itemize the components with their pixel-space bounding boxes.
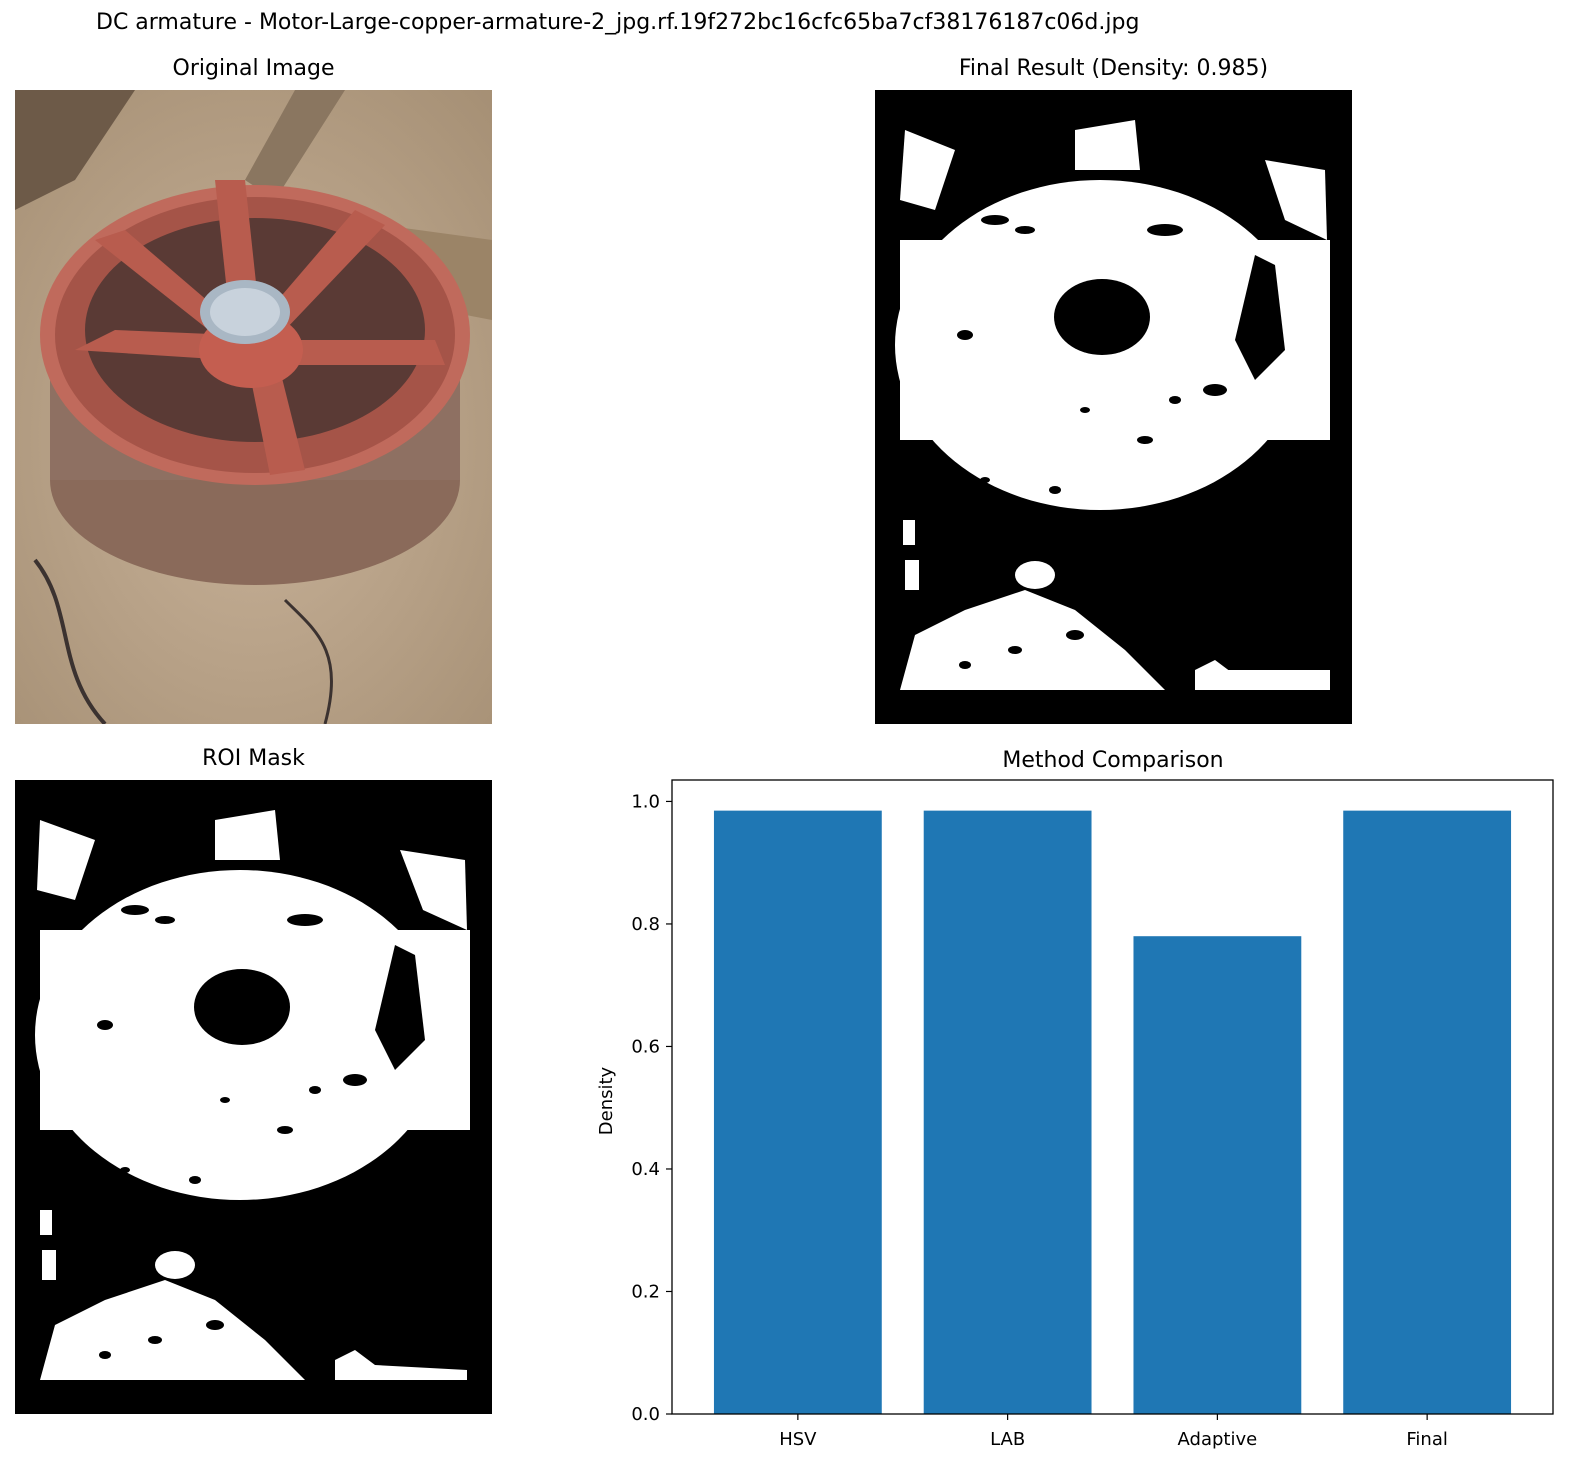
y-tick-label: 0.2 [631, 1281, 660, 1302]
x-ticks-group: HSV LAB Adaptive Final [779, 1414, 1448, 1450]
y-tick-label: 0.0 [631, 1404, 660, 1425]
x-tick-label: LAB [990, 1429, 1025, 1450]
chart-title: Method Comparison [1002, 748, 1223, 773]
y-tick-label: 0.4 [631, 1159, 660, 1180]
figure-title: DC armature - Motor-Large-copper-armatur… [96, 10, 1140, 35]
plot-frame [671, 779, 1554, 1415]
x-tick-label: Final [1406, 1429, 1447, 1450]
original-image [15, 90, 492, 724]
bar-final [1343, 810, 1512, 1414]
y-tick-label: 0.6 [631, 1036, 660, 1057]
y-axis-label: Density [596, 1066, 617, 1135]
original-image-title: Original Image [172, 56, 335, 81]
roi-mask-title: ROI Mask [202, 746, 305, 771]
bars-group [713, 810, 1512, 1414]
bar-lab [923, 810, 1092, 1414]
x-tick-label: HSV [779, 1429, 817, 1450]
y-tick-label: 0.8 [631, 914, 660, 935]
final-result-title: Final Result (Density: 0.985) [958, 56, 1269, 81]
roi-mask [15, 780, 492, 1414]
x-tick-label: Adaptive [1178, 1429, 1258, 1450]
final-result-mask [875, 90, 1352, 724]
y-tick-label: 1.0 [631, 791, 660, 812]
bar-hsv [713, 810, 882, 1414]
y-ticks-group: 0.0 0.2 0.4 0.6 0.8 1.0 [631, 791, 672, 1425]
bar-adaptive [1133, 936, 1302, 1414]
